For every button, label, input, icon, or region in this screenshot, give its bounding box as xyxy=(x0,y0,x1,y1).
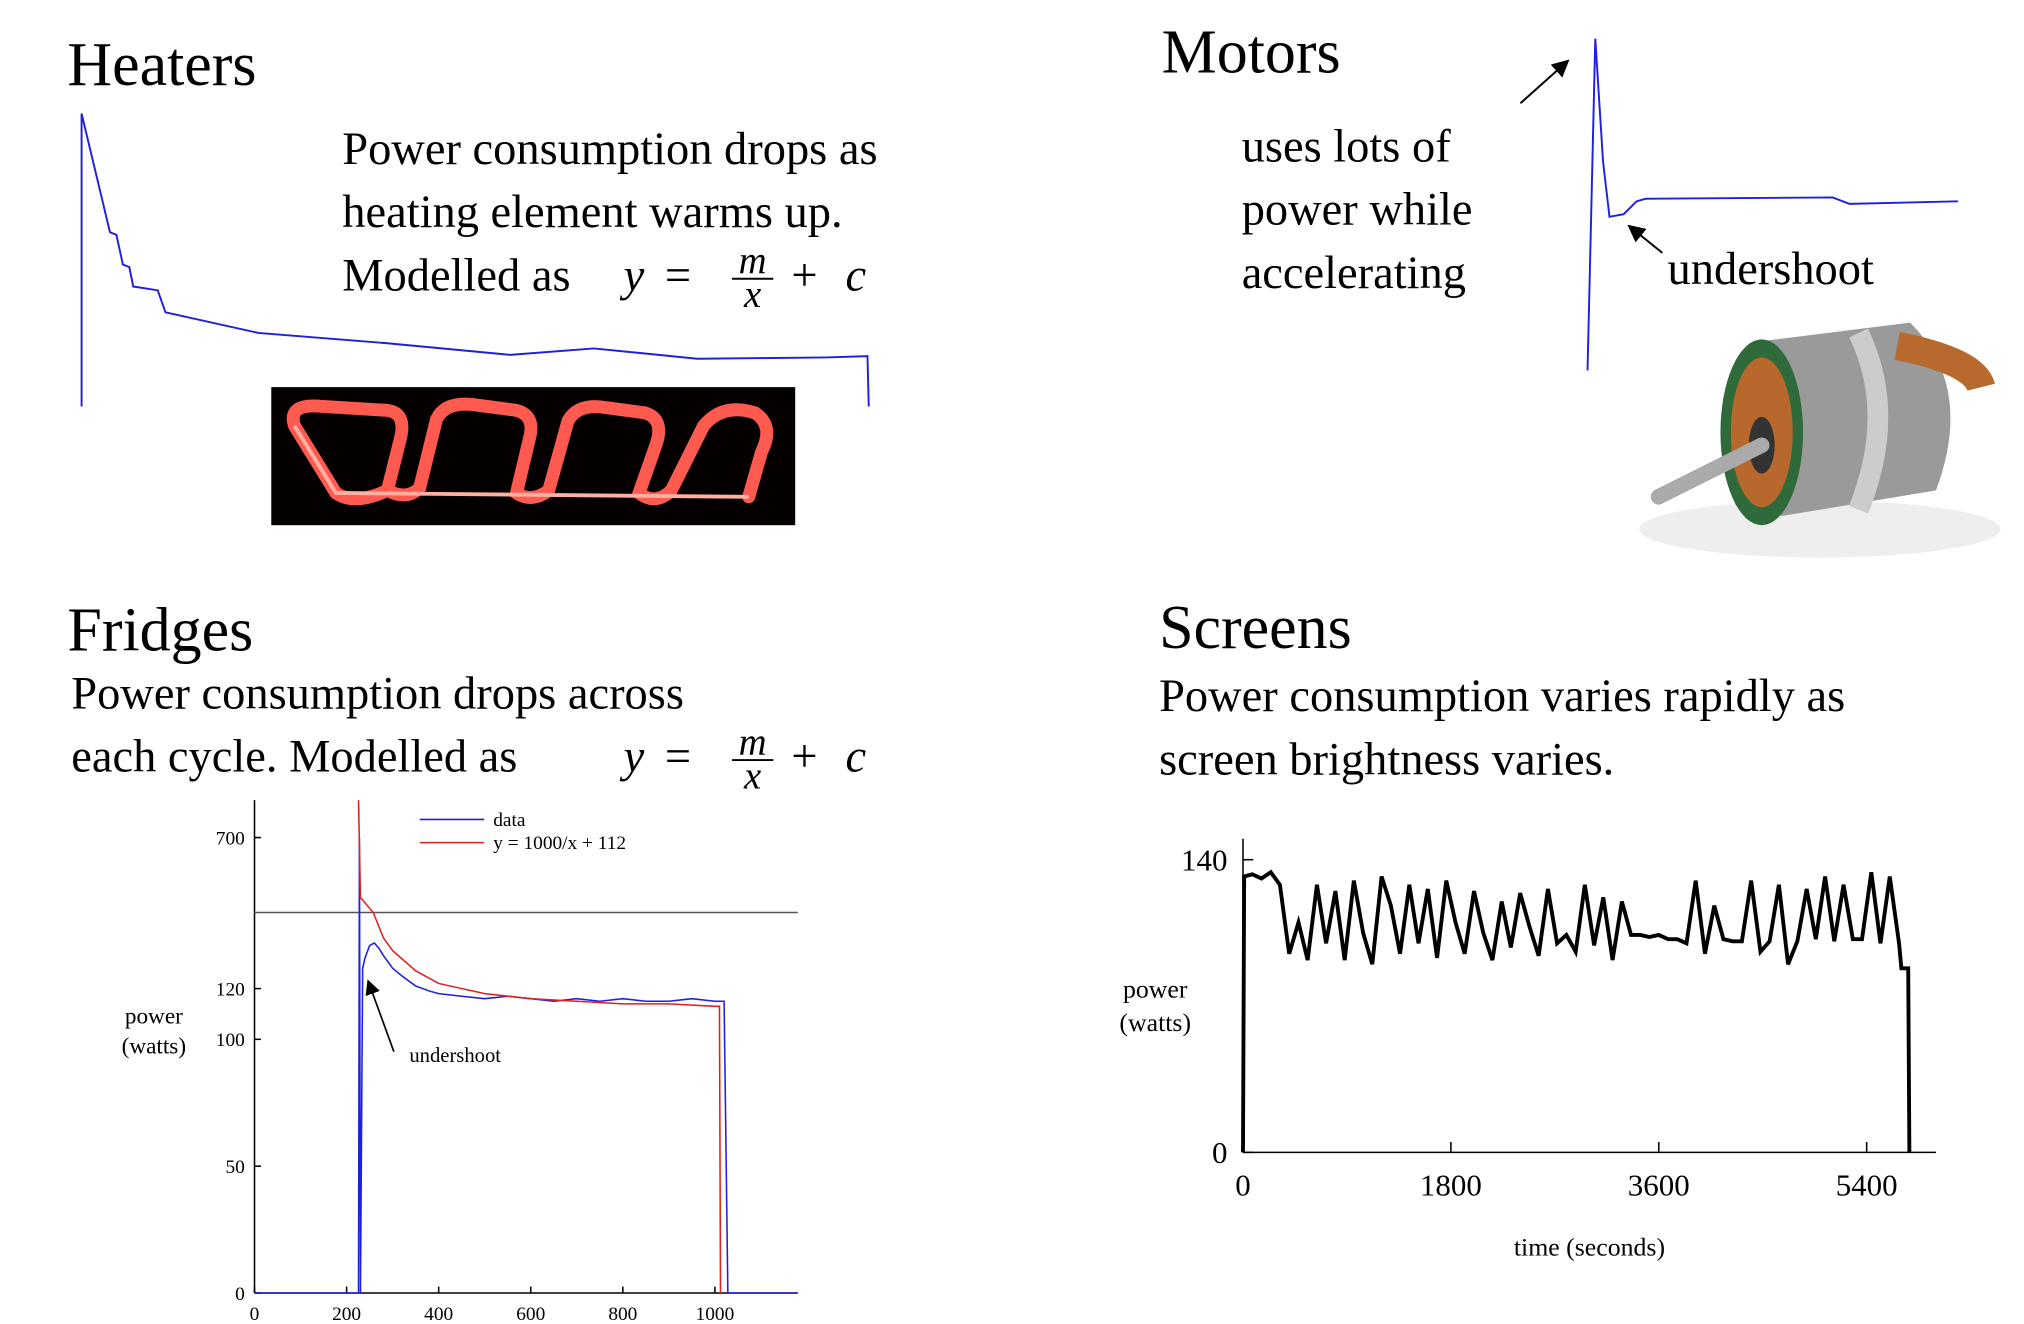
y-tick-label: 140 xyxy=(1181,843,1227,878)
formula-num: m xyxy=(739,241,767,283)
formula-var: c xyxy=(846,250,867,301)
fridges-title: Fridges xyxy=(67,596,253,664)
data-line xyxy=(254,837,798,1294)
motors-text: accelerating xyxy=(1242,248,1466,299)
y-tick-label: 100 xyxy=(216,1030,245,1051)
motor-sketch xyxy=(1586,38,1958,371)
arrow xyxy=(1519,59,1570,104)
arrow xyxy=(1627,224,1663,254)
formula-var: y xyxy=(620,250,645,301)
heaters-title: Heaters xyxy=(67,31,256,99)
y-axis-label: (watts) xyxy=(1119,1008,1191,1037)
heaters-text: Power consumption drops as xyxy=(342,124,877,175)
heater-photo xyxy=(271,387,796,526)
x-tick-label: 0 xyxy=(1235,1168,1250,1203)
formula-num: m xyxy=(739,722,767,764)
x-tick-label: 400 xyxy=(424,1304,453,1324)
screens-text: screen brightness varies. xyxy=(1159,734,1614,785)
y-tick-label: 700 xyxy=(216,828,245,849)
motor-photo xyxy=(1639,322,2001,558)
x-tick-label: 800 xyxy=(608,1304,637,1324)
formula-text: Modelled as xyxy=(342,250,570,301)
motors-text: uses lots of xyxy=(1242,121,1452,172)
formula-den: x xyxy=(743,755,761,797)
y-axis-label: power xyxy=(1123,975,1188,1004)
formula-op: = xyxy=(665,732,691,783)
x-tick-label: 3600 xyxy=(1628,1168,1690,1203)
x-tick-label: 200 xyxy=(332,1304,361,1324)
screens-title: Screens xyxy=(1159,594,1352,662)
x-tick-label: 1800 xyxy=(1420,1168,1482,1203)
formula-var: c xyxy=(846,732,867,783)
legend-label: data xyxy=(493,810,526,831)
y-axis-label: power xyxy=(125,1003,183,1029)
motors-text: power while xyxy=(1242,185,1473,236)
formula-op: + xyxy=(791,250,817,301)
formula-op: = xyxy=(665,250,691,301)
annotation: undershoot xyxy=(409,1045,501,1067)
annotation: undershoot xyxy=(1668,244,1874,295)
formula-text: each cycle. Modelled as xyxy=(71,732,517,783)
fridges-text: Power consumption drops across xyxy=(71,668,684,719)
formula-op: + xyxy=(791,732,817,783)
data-line xyxy=(357,800,722,1294)
x-tick-label: 600 xyxy=(516,1304,545,1324)
y-tick-label: 120 xyxy=(216,979,245,1000)
y-tick-label: 0 xyxy=(235,1284,245,1305)
legend-label: y = 1000/x + 112 xyxy=(493,833,626,854)
heaters-text: heating element warms up. xyxy=(342,187,842,238)
data-line xyxy=(1241,869,1912,1153)
x-tick-label: 1000 xyxy=(696,1304,735,1324)
y-axis-label: (watts) xyxy=(122,1034,186,1060)
x-tick-label: 5400 xyxy=(1836,1168,1898,1203)
y-tick-label: 0 xyxy=(1212,1135,1227,1170)
screens-text: Power consumption varies rapidly as xyxy=(1159,671,1845,722)
y-tick-label: 50 xyxy=(225,1157,244,1178)
x-tick-label: 0 xyxy=(250,1304,260,1324)
formula-den: x xyxy=(743,274,761,316)
heater-sketch xyxy=(80,113,870,407)
motors-title: Motors xyxy=(1162,18,1341,86)
x-axis-label: time (seconds) xyxy=(1514,1233,1665,1262)
formula-var: y xyxy=(620,732,645,783)
arrow xyxy=(365,979,395,1053)
